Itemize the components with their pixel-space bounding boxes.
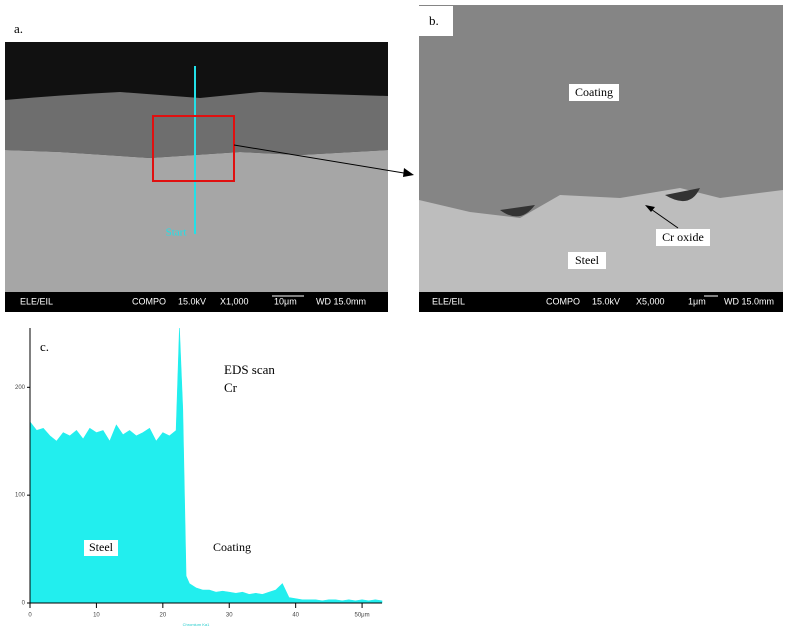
area	[30, 328, 382, 603]
footer-text: 1μm	[688, 296, 706, 306]
x-axis-label: Chromium Ka1	[183, 622, 210, 627]
x-tick-label: 20	[159, 613, 166, 619]
footer-text: ELE/EIL	[432, 296, 465, 306]
x-tick-label: 40	[292, 613, 299, 619]
arrow-head	[403, 168, 414, 177]
footer-text: WD 15.0mm	[724, 296, 774, 306]
panel-label: b.	[429, 13, 439, 28]
coating-layer	[5, 92, 388, 158]
footer-text: COMPO	[546, 296, 580, 306]
y-tick-label: 200	[15, 385, 26, 391]
y-tick-label: 0	[22, 601, 26, 607]
footer-text: X1,000	[220, 296, 249, 306]
start-label: Start	[166, 227, 187, 239]
footer-text: 15.0kV	[178, 296, 206, 306]
x-tick-label: 0	[28, 613, 32, 619]
footer-text: ELE/EIL	[20, 296, 53, 306]
coating-label: Coating	[575, 85, 613, 99]
panel-label: a.	[14, 21, 23, 36]
figure: Start ELE/EIL COMPO 15.0kV X1,000 10μm W…	[0, 0, 791, 628]
x-tick-label: 30	[226, 613, 233, 619]
footer-text: X5,000	[636, 296, 665, 306]
chart-subtitle: Cr	[224, 380, 238, 395]
footer-text: WD 15.0mm	[316, 296, 366, 306]
annotation: Coating	[213, 540, 251, 554]
x-tick-label: 10	[93, 613, 100, 619]
footer-text: COMPO	[132, 296, 166, 306]
panel-c: c. EDS scan Cr 0 100 200 0 10 20 30 40 50μm Chrom…	[15, 328, 382, 627]
footer-text: 10μm	[274, 296, 297, 306]
panel-a: Start ELE/EIL COMPO 15.0kV X1,000 10μm W…	[5, 21, 388, 312]
annotation: Steel	[89, 540, 114, 554]
steel-label: Steel	[575, 253, 600, 267]
footer-text: 15.0kV	[592, 296, 620, 306]
chart-title: EDS scan	[224, 362, 275, 377]
y-tick-label: 100	[15, 493, 26, 499]
panel-label: c.	[40, 339, 49, 354]
x-tick-label: 50μm	[355, 613, 370, 619]
oxide-label: Cr oxide	[662, 230, 704, 244]
panel-b: b. Coating Cr oxide Steel ELE/EIL COMPO …	[419, 5, 783, 312]
steel-layer	[5, 150, 388, 292]
